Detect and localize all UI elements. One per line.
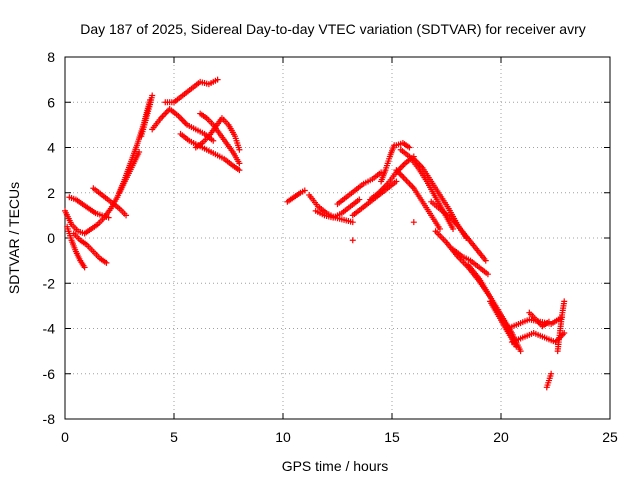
- y-tick-label: 6: [47, 94, 55, 110]
- track-21: [393, 167, 443, 232]
- track-35: [410, 219, 417, 226]
- track-33: [543, 370, 555, 391]
- y-tick-label: 4: [47, 140, 55, 156]
- track-10: [177, 130, 243, 174]
- y-tick-label: -4: [43, 321, 56, 337]
- data-point: [81, 264, 88, 271]
- data-point: [513, 343, 520, 350]
- x-tick-label: 5: [170, 429, 178, 445]
- track-2: [64, 223, 88, 271]
- track-11: [197, 110, 243, 167]
- data-point: [349, 219, 356, 226]
- data-point: [214, 76, 221, 83]
- y-tick-label: 8: [47, 49, 55, 65]
- grid-lines: [65, 57, 610, 419]
- data-point: [210, 137, 217, 144]
- data-point: [236, 160, 243, 167]
- track-26: [450, 246, 491, 278]
- y-tick-label: -2: [43, 275, 56, 291]
- track-4: [70, 230, 110, 266]
- y-tick-label: -6: [43, 366, 56, 382]
- track-20: [393, 139, 413, 151]
- track-6: [116, 149, 143, 196]
- data-point: [484, 271, 491, 278]
- data-point: [236, 167, 243, 174]
- data-point: [548, 370, 555, 377]
- x-tick-label: 20: [493, 429, 509, 445]
- data-point: [103, 259, 110, 266]
- track-28: [487, 298, 520, 350]
- axis-ticks: [64, 56, 611, 420]
- track-34: [349, 237, 356, 244]
- data-point: [410, 219, 417, 226]
- track-5: [90, 185, 130, 219]
- x-tick-label: 0: [61, 429, 69, 445]
- data-point: [236, 146, 243, 153]
- data-point: [301, 187, 308, 194]
- data-point: [349, 237, 356, 244]
- track-3: [66, 194, 112, 221]
- data-point: [406, 144, 413, 151]
- y-tick-label: 2: [47, 185, 55, 201]
- x-tick-label: 25: [602, 429, 618, 445]
- x-tick-label: 15: [384, 429, 400, 445]
- data-point: [105, 214, 112, 221]
- data-point: [123, 212, 130, 219]
- track-24: [428, 198, 489, 264]
- data-point: [517, 348, 524, 355]
- data-point: [482, 257, 489, 264]
- track-15: [312, 196, 363, 221]
- y-axis-label: SDTVAR / TECUs: [6, 182, 22, 294]
- track-31: [526, 309, 552, 330]
- data-point: [436, 225, 443, 232]
- y-tick-labels: -8 -6 -4 -2 0 2 4 6 8: [43, 49, 56, 427]
- track-7: [138, 92, 156, 140]
- data-point: [450, 225, 457, 232]
- track-13: [284, 187, 308, 205]
- y-tick-label: 0: [47, 230, 55, 246]
- y-tick-label: -8: [43, 411, 56, 427]
- data-point: [393, 178, 400, 185]
- data-point: [561, 298, 568, 305]
- data-points: [62, 76, 568, 391]
- chart-title: Day 187 of 2025, Sidereal Day-to-day VTE…: [80, 21, 586, 37]
- data-point: [545, 318, 552, 325]
- x-tick-label: 10: [275, 429, 291, 445]
- track-12: [192, 115, 243, 153]
- x-tick-labels: 0 5 10 15 20 25: [61, 429, 618, 445]
- track-32: [554, 298, 568, 355]
- data-point: [149, 92, 156, 99]
- data-point: [136, 149, 143, 156]
- data-point: [356, 196, 363, 203]
- track-9: [162, 76, 221, 106]
- x-axis-label: GPS time / hours: [282, 458, 389, 474]
